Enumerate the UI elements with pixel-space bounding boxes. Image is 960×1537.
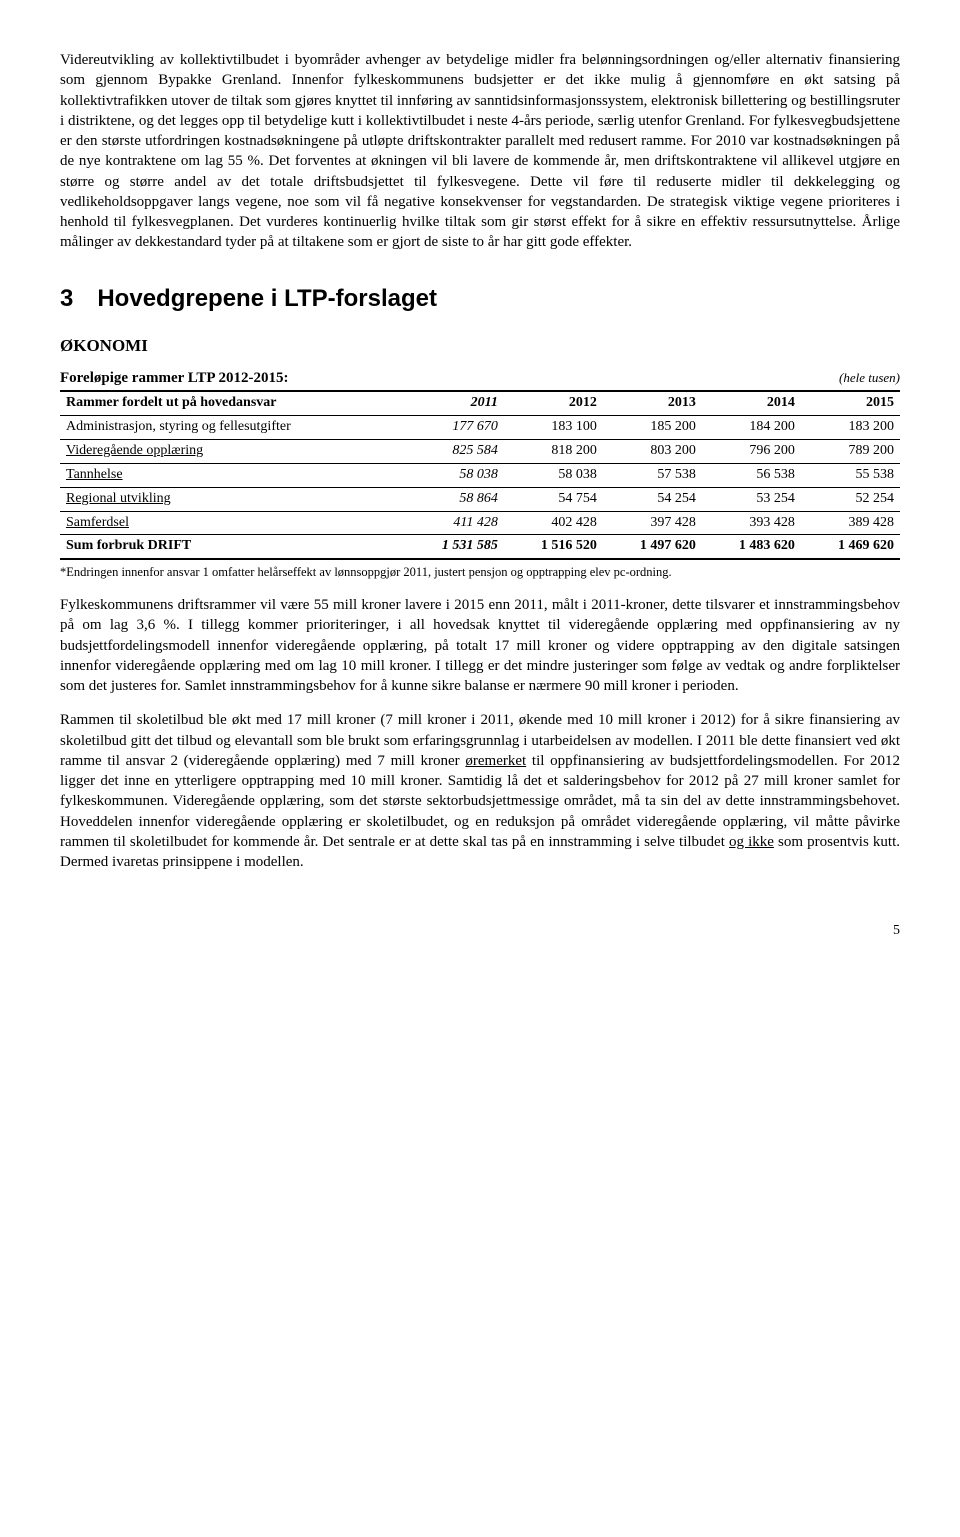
- cell: 1 469 620: [801, 535, 900, 559]
- row-label: Sum forbruk DRIFT: [60, 535, 405, 559]
- table-sum-row: Sum forbruk DRIFT1 531 5851 516 5201 497…: [60, 535, 900, 559]
- row-label: Videregående opplæring: [60, 439, 405, 463]
- underlined-text: øremerket: [465, 753, 526, 769]
- row-label: Tannhelse: [60, 463, 405, 487]
- cell: 796 200: [702, 439, 801, 463]
- row-label: Samferdsel: [60, 511, 405, 535]
- table-row: Regional utvikling58 86454 75454 25453 2…: [60, 487, 900, 511]
- rammer-table: Rammer fordelt ut på hovedansvar 2011 20…: [60, 390, 900, 560]
- col-header: 2015: [801, 391, 900, 415]
- paragraph-skoletilbud: Rammen til skoletilbud ble økt med 17 mi…: [60, 710, 900, 872]
- cell: 177 670: [405, 415, 504, 439]
- cell: 402 428: [504, 511, 603, 535]
- cell: 1 516 520: [504, 535, 603, 559]
- cell: 1 497 620: [603, 535, 702, 559]
- cell: 789 200: [801, 439, 900, 463]
- underlined-text: og ikke: [729, 834, 774, 850]
- ltp-unit: (hele tusen): [839, 369, 900, 387]
- table-row: Tannhelse58 03858 03857 53856 53855 538: [60, 463, 900, 487]
- cell: 52 254: [801, 487, 900, 511]
- cell: 183 200: [801, 415, 900, 439]
- ltp-rammer-line: Foreløpige rammer LTP 2012-2015: (hele t…: [60, 368, 900, 388]
- cell: 54 754: [504, 487, 603, 511]
- paragraph-driftsrammer: Fylkeskommunens driftsrammer vil være 55…: [60, 595, 900, 696]
- col-header: 2012: [504, 391, 603, 415]
- cell: 411 428: [405, 511, 504, 535]
- row-label: Administrasjon, styring og fellesutgifte…: [60, 415, 405, 439]
- cell: 58 038: [504, 463, 603, 487]
- ltp-label: Foreløpige rammer LTP 2012-2015:: [60, 368, 288, 388]
- cell: 56 538: [702, 463, 801, 487]
- paragraph-intro: Videreutvikling av kollektivtilbudet i b…: [60, 50, 900, 253]
- cell: 54 254: [603, 487, 702, 511]
- cell: 53 254: [702, 487, 801, 511]
- cell: 803 200: [603, 439, 702, 463]
- table-row: Samferdsel411 428402 428397 428393 42838…: [60, 511, 900, 535]
- okonomi-heading: ØKONOMI: [60, 335, 900, 358]
- cell: 1 531 585: [405, 535, 504, 559]
- col-header: 2014: [702, 391, 801, 415]
- cell: 825 584: [405, 439, 504, 463]
- cell: 397 428: [603, 511, 702, 535]
- cell: 389 428: [801, 511, 900, 535]
- cell: 818 200: [504, 439, 603, 463]
- page-number: 5: [60, 922, 900, 941]
- cell: 55 538: [801, 463, 900, 487]
- col-header: 2011: [405, 391, 504, 415]
- table-header-row: Rammer fordelt ut på hovedansvar 2011 20…: [60, 391, 900, 415]
- cell: 184 200: [702, 415, 801, 439]
- cell: 185 200: [603, 415, 702, 439]
- cell: 58 038: [405, 463, 504, 487]
- cell: 58 864: [405, 487, 504, 511]
- col-header: 2013: [603, 391, 702, 415]
- row-label: Regional utvikling: [60, 487, 405, 511]
- col-header: Rammer fordelt ut på hovedansvar: [60, 391, 405, 415]
- table-footnote: *Endringen innenfor ansvar 1 omfatter he…: [60, 564, 900, 581]
- cell: 57 538: [603, 463, 702, 487]
- cell: 393 428: [702, 511, 801, 535]
- cell: 1 483 620: [702, 535, 801, 559]
- table-row: Videregående opplæring825 584818 200803 …: [60, 439, 900, 463]
- table-row: Administrasjon, styring og fellesutgifte…: [60, 415, 900, 439]
- section-heading: 3 Hovedgrepene i LTP-forslaget: [60, 283, 900, 315]
- cell: 183 100: [504, 415, 603, 439]
